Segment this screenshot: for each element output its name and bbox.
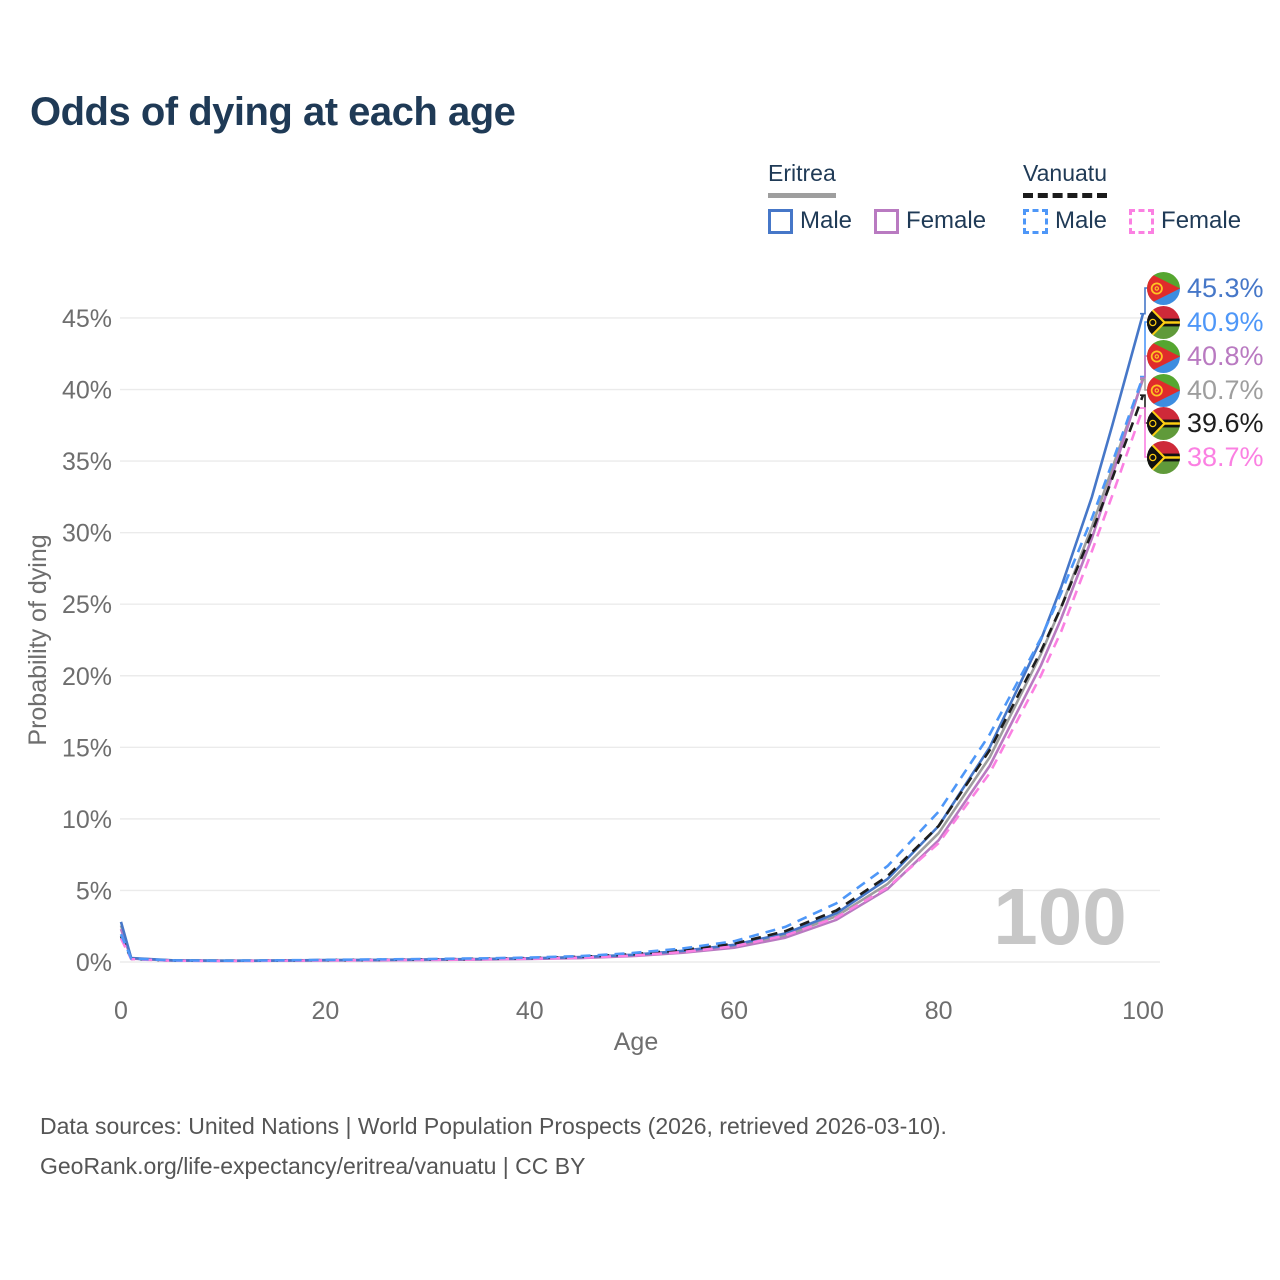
series-line-eritrea-female (119, 377, 1145, 963)
y-tick-label: 40% (62, 377, 112, 405)
x-tick-label: 60 (720, 997, 748, 1025)
vanuatu-flag-icon (1147, 440, 1180, 474)
end-label-vanuatu-all: 39.6% (1147, 406, 1264, 440)
eritrea-flag-icon (1147, 271, 1180, 305)
y-tick-label: 15% (62, 734, 112, 762)
legend-item-vanuatu-female[interactable]: Female (1129, 207, 1241, 235)
legend-item-eritrea-male[interactable]: Male (768, 207, 852, 235)
series-line-eritrea-male (119, 313, 1145, 962)
legend-group-vanuatu: Vanuatu Male Female (1023, 160, 1241, 235)
series-line-vanuatu-all (119, 394, 1145, 962)
end-label-eritrea-male: 45.3% (1147, 271, 1264, 305)
x-tick-label: 80 (925, 997, 953, 1025)
vanuatu-male-swatch-icon (1023, 208, 1048, 234)
eritrea-flag-icon (1147, 373, 1180, 407)
end-label-vanuatu-female: 38.7% (1147, 440, 1264, 474)
y-tick-label: 20% (62, 663, 112, 691)
y-tick-label: 10% (62, 806, 112, 834)
legend-item-label: Female (1161, 207, 1242, 234)
series-line-vanuatu-male (119, 376, 1145, 962)
watermark-age-100: 100 (993, 872, 1126, 961)
x-tick-label: 0 (114, 997, 128, 1025)
x-tick-label: 100 (1122, 997, 1164, 1025)
end-value: 40.9% (1187, 306, 1264, 337)
legend-item-eritrea-female[interactable]: Female (874, 207, 986, 235)
legend-item-label: Male (800, 207, 853, 234)
y-tick-label: 30% (62, 520, 112, 548)
series-line-vanuatu-female (119, 407, 1145, 963)
x-tick-label: 20 (311, 997, 339, 1025)
eritrea-female-swatch-icon (874, 208, 900, 234)
y-tick-label: 45% (62, 305, 112, 333)
x-tick-label: 40 (516, 997, 544, 1025)
vanuatu-flag-icon (1147, 305, 1180, 339)
y-tick-label: 25% (62, 591, 112, 619)
legend-item-vanuatu-male[interactable]: Male (1023, 207, 1107, 235)
x-axis-title: Age (614, 1028, 658, 1056)
vanuatu-flag-icon (1147, 440, 1180, 474)
eritrea-flag-icon (1147, 373, 1180, 407)
eritrea-flag-icon (1147, 271, 1180, 305)
footer-sources: Data sources: United Nations | World Pop… (40, 1113, 947, 1139)
eritrea-flag-icon (1147, 339, 1180, 373)
end-label-eritrea-all: 40.7% (1147, 373, 1264, 407)
footer-attribution: GeoRank.org/life-expectancy/eritrea/vanu… (40, 1153, 586, 1179)
y-tick-label: 0% (76, 949, 112, 977)
legend-group-eritrea: Eritrea Male Female (768, 160, 986, 235)
end-value: 38.7% (1187, 441, 1264, 472)
legend-country-eritrea: Eritrea (768, 160, 836, 198)
eritrea-flag-icon (1147, 339, 1180, 373)
vanuatu-flag-icon (1147, 406, 1180, 440)
series-line-eritrea-all (119, 379, 1145, 962)
y-axis-title: Probability of dying (24, 534, 52, 745)
y-tick-label: 35% (62, 448, 112, 476)
footer: Data sources: United Nations | World Pop… (40, 1106, 947, 1186)
end-value: 45.3% (1187, 272, 1264, 303)
vanuatu-flag-icon (1147, 406, 1180, 440)
legend-item-label: Female (906, 207, 987, 234)
end-label-eritrea-female: 40.8% (1147, 339, 1264, 373)
legend-country-vanuatu: Vanuatu (1023, 160, 1107, 198)
legend-item-label: Male (1055, 207, 1108, 234)
vanuatu-flag-icon (1147, 305, 1180, 339)
end-value: 40.8% (1187, 340, 1264, 371)
end-value: 40.7% (1187, 374, 1264, 405)
y-tick-label: 5% (76, 877, 112, 905)
end-value: 39.6% (1187, 407, 1264, 438)
eritrea-male-swatch-icon (768, 208, 793, 234)
chart-title: Odds of dying at each age (30, 90, 516, 134)
end-label-vanuatu-male: 40.9% (1147, 305, 1264, 339)
vanuatu-female-swatch-icon (1129, 208, 1155, 234)
